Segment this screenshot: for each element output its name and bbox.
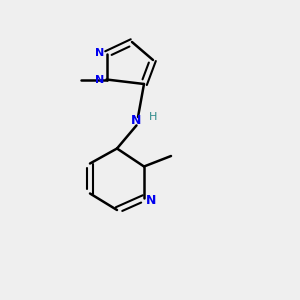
Text: H: H [149,112,157,122]
Text: N: N [95,48,104,58]
Text: N: N [95,75,104,85]
Text: N: N [131,113,142,127]
Text: N: N [146,194,156,207]
